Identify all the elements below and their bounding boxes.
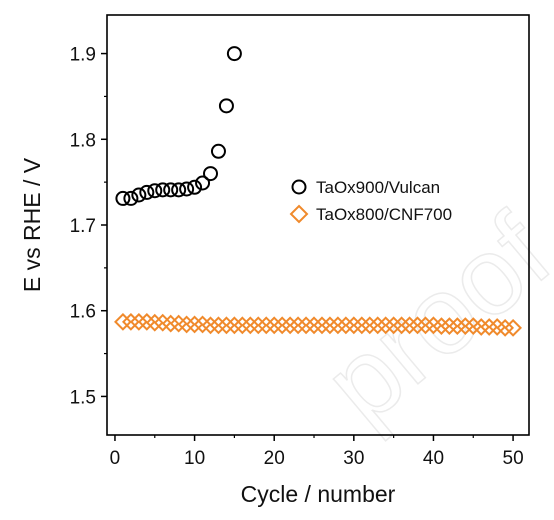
data-point-diamond — [297, 316, 315, 335]
y-tick-label: 1.7 — [70, 216, 96, 237]
data-point-diamond — [281, 316, 300, 335]
x-tick-label: 50 — [503, 448, 524, 469]
data-point-circle — [187, 179, 203, 195]
data-point-diamond — [289, 316, 308, 335]
data-point-circle — [171, 182, 187, 198]
x-axis: 0 10 20 30 40 50 — [110, 435, 524, 469]
data-point-circle — [218, 98, 234, 114]
data-point-diamond — [265, 316, 284, 335]
x-tick-label: 30 — [343, 448, 364, 469]
data-point-diamond — [217, 316, 236, 335]
data-point-circle — [155, 182, 171, 198]
data-point-diamond — [177, 315, 196, 334]
data-point-diamond — [400, 316, 419, 335]
data-point-diamond — [161, 314, 180, 333]
data-point-circle — [226, 46, 242, 62]
legend-marker-taox900-vulcan — [291, 179, 307, 195]
y-axis: 1.5 1.6 1.7 1.8 1.9 — [70, 45, 107, 408]
data-point-circle — [179, 181, 195, 197]
data-point-diamond — [114, 312, 132, 331]
legend-label-taox800-cnf700: TaOx800/CNF700 — [316, 205, 452, 224]
data-point-diamond — [129, 312, 148, 331]
y-axis-title: E vs RHE / V — [19, 157, 45, 292]
x-tick-label: 20 — [264, 448, 285, 469]
data-point-diamond — [313, 316, 331, 335]
y-tick-label: 1.6 — [70, 302, 96, 323]
data-point-diamond — [241, 316, 260, 335]
data-point-diamond — [233, 316, 252, 335]
data-point-circle — [147, 183, 163, 199]
data-point-diamond — [328, 316, 347, 335]
data-point-diamond — [376, 316, 395, 335]
data-point-diamond — [209, 316, 228, 335]
data-point-circle — [115, 190, 131, 206]
data-point-circle — [203, 166, 219, 182]
data-point-diamond — [321, 316, 339, 335]
data-point-diamond — [145, 313, 164, 332]
legend: TaOx900/Vulcan TaOx800/CNF700 — [289, 178, 452, 224]
data-point-diamond — [504, 318, 522, 337]
x-tick-label: 10 — [184, 448, 205, 469]
data-point-diamond — [305, 316, 323, 335]
data-point-diamond — [496, 318, 515, 337]
data-point-diamond — [432, 317, 451, 336]
legend-label-taox900-vulcan: TaOx900/Vulcan — [316, 178, 440, 197]
data-point-diamond — [448, 317, 467, 336]
data-point-diamond — [368, 316, 387, 335]
data-point-diamond — [384, 316, 403, 335]
x-tick-label: 40 — [423, 448, 444, 469]
data-point-circle — [123, 190, 139, 206]
data-point-diamond — [416, 316, 435, 335]
legend-marker-taox800-cnf700 — [289, 204, 309, 224]
data-point-diamond — [336, 316, 355, 335]
data-point-circle — [163, 182, 179, 198]
series-taox900-vulcan — [115, 46, 242, 206]
data-point-diamond — [185, 315, 204, 334]
data-point-diamond — [392, 316, 411, 335]
x-axis-title: Cycle / number — [241, 481, 396, 507]
data-point-diamond — [249, 316, 268, 335]
data-point-diamond — [360, 316, 379, 335]
y-tick-label: 1.5 — [70, 387, 96, 408]
y-tick-label: 1.9 — [70, 45, 96, 66]
data-point-diamond — [257, 316, 276, 335]
data-point-diamond — [121, 312, 140, 331]
data-point-diamond — [273, 316, 292, 335]
series-taox800-cnf700 — [114, 312, 522, 337]
data-point-diamond — [344, 316, 363, 335]
data-point-diamond — [201, 316, 220, 335]
y-tick-label: 1.8 — [70, 130, 96, 151]
data-point-diamond — [480, 318, 499, 336]
data-point-diamond — [440, 317, 459, 336]
data-point-diamond — [456, 317, 475, 336]
data-point-diamond — [472, 318, 491, 336]
data-point-diamond — [352, 316, 371, 335]
data-point-diamond — [225, 316, 244, 335]
data-point-diamond — [408, 316, 427, 335]
plot-area — [114, 46, 522, 337]
data-point-circle — [139, 184, 155, 200]
data-point-circle — [210, 143, 226, 159]
data-point-circle — [195, 175, 211, 191]
data-point-circle — [131, 187, 147, 203]
x-tick-label: 0 — [110, 448, 121, 469]
